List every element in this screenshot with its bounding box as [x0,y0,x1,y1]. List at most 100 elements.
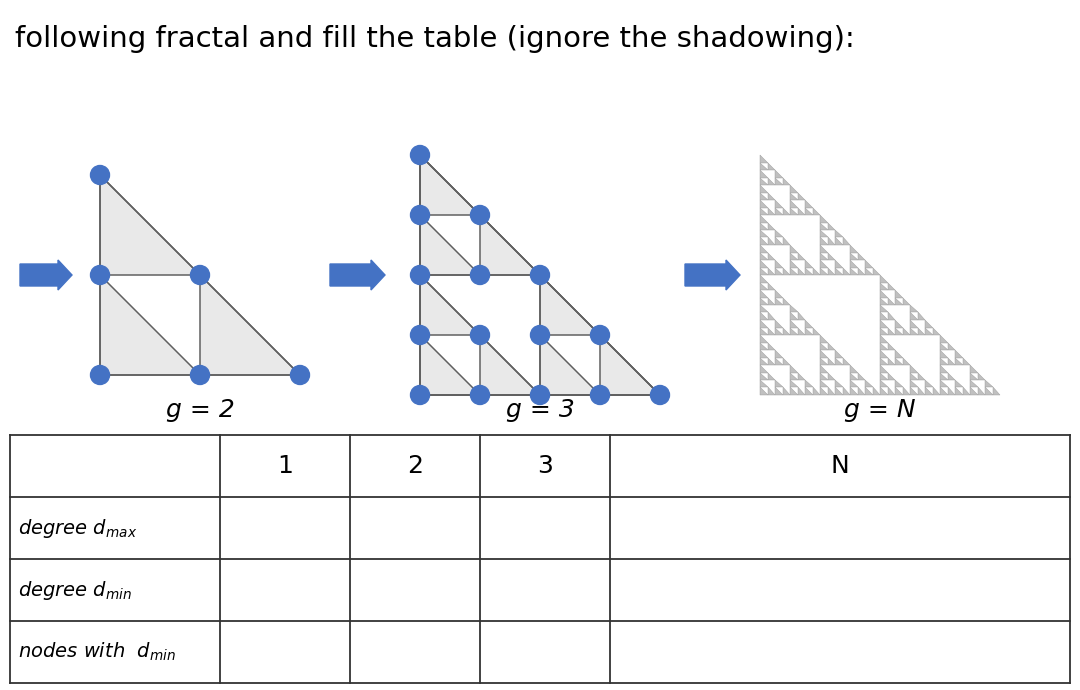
Polygon shape [820,237,827,245]
Polygon shape [783,177,789,185]
Polygon shape [775,237,783,245]
Polygon shape [775,380,783,388]
Polygon shape [420,335,480,395]
Polygon shape [924,388,932,395]
Polygon shape [865,380,873,388]
Circle shape [471,266,489,284]
Text: 2: 2 [407,454,423,478]
Polygon shape [842,268,850,275]
Polygon shape [842,357,850,365]
Polygon shape [918,328,924,335]
Polygon shape [420,275,480,335]
Polygon shape [420,215,480,275]
Polygon shape [812,208,820,215]
Circle shape [591,326,609,344]
Polygon shape [880,320,888,328]
Polygon shape [768,357,775,365]
Text: g = 3: g = 3 [505,398,575,422]
Polygon shape [797,208,805,215]
Polygon shape [480,335,540,395]
Polygon shape [970,380,977,388]
Polygon shape [918,388,924,395]
Polygon shape [775,268,783,275]
Polygon shape [820,215,827,222]
Polygon shape [842,388,850,395]
Polygon shape [805,260,812,268]
Polygon shape [827,388,835,395]
Polygon shape [858,268,865,275]
Polygon shape [858,373,865,380]
Polygon shape [962,357,970,365]
Polygon shape [760,170,768,177]
Polygon shape [880,365,888,373]
Polygon shape [760,350,768,357]
Polygon shape [895,290,903,297]
Polygon shape [760,388,768,395]
Polygon shape [820,260,827,268]
Polygon shape [783,328,789,335]
Polygon shape [827,357,835,365]
Polygon shape [940,357,947,365]
Polygon shape [775,357,783,365]
Circle shape [591,386,609,404]
Polygon shape [947,342,955,350]
Polygon shape [480,215,540,275]
Polygon shape [955,357,962,365]
Polygon shape [910,305,918,313]
Polygon shape [895,297,903,305]
Polygon shape [200,275,300,375]
Polygon shape [895,388,903,395]
Polygon shape [918,313,924,320]
Polygon shape [783,237,789,245]
Polygon shape [835,268,842,275]
Polygon shape [932,328,940,335]
Polygon shape [880,282,888,290]
Circle shape [471,206,489,224]
Polygon shape [797,193,805,200]
Polygon shape [100,275,200,375]
Text: degree $d_{max}$: degree $d_{max}$ [18,517,137,540]
Polygon shape [789,245,797,253]
Polygon shape [918,373,924,380]
Polygon shape [888,342,895,350]
Polygon shape [924,328,932,335]
Polygon shape [760,297,768,305]
Polygon shape [910,388,918,395]
Polygon shape [775,177,783,185]
Polygon shape [850,245,858,253]
Polygon shape [888,313,895,320]
Polygon shape [850,268,858,275]
Polygon shape [789,305,797,313]
Polygon shape [835,380,842,388]
Polygon shape [789,260,797,268]
Polygon shape [760,320,768,328]
Polygon shape [760,185,768,193]
Polygon shape [783,357,789,365]
Polygon shape [970,388,977,395]
Polygon shape [768,163,775,170]
Polygon shape [970,373,977,380]
Polygon shape [789,328,797,335]
Polygon shape [827,253,835,260]
Polygon shape [888,282,895,290]
Polygon shape [903,388,910,395]
Polygon shape [775,388,783,395]
Polygon shape [873,268,880,275]
Circle shape [471,386,489,404]
Polygon shape [910,320,918,328]
Polygon shape [850,388,858,395]
Text: 3: 3 [537,454,553,478]
Polygon shape [880,357,888,365]
Polygon shape [903,328,910,335]
Polygon shape [888,357,895,365]
Polygon shape [797,373,805,380]
Polygon shape [903,297,910,305]
Text: following fractal and fill the table (ignore the shadowing):: following fractal and fill the table (ig… [15,25,854,53]
Polygon shape [827,373,835,380]
Polygon shape [924,380,932,388]
Circle shape [410,386,430,404]
Circle shape [410,266,430,284]
Polygon shape [895,328,903,335]
Polygon shape [880,328,888,335]
Polygon shape [768,342,775,350]
